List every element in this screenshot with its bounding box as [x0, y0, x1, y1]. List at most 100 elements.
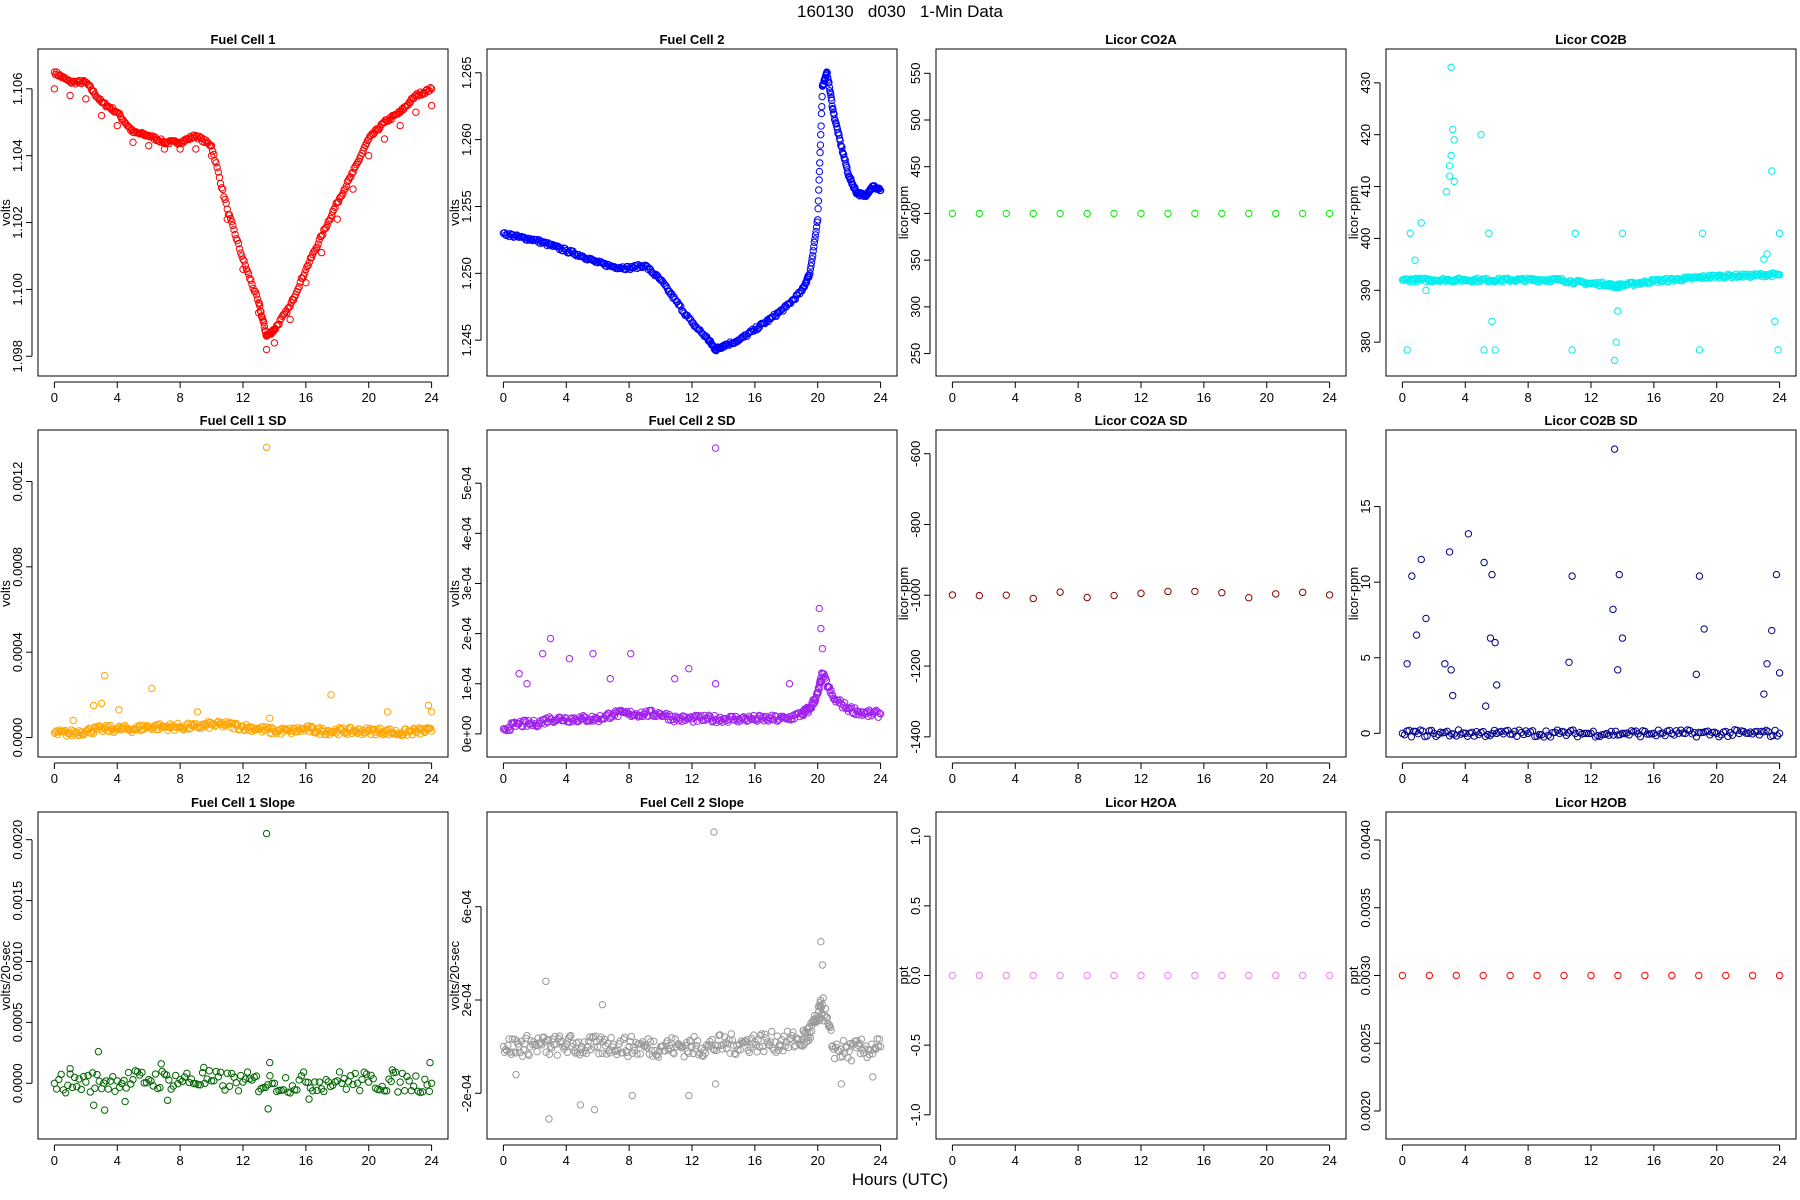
x-tick-label: 16 [1197, 771, 1211, 786]
data-point [503, 1047, 511, 1055]
data-point [1325, 971, 1334, 980]
y-tick-label: 0.0000 [10, 718, 25, 758]
data-point [693, 717, 702, 725]
data-point [1417, 555, 1425, 564]
data-point [327, 691, 335, 699]
y-tick-label: 2e-04 [459, 617, 474, 650]
x-tick-label: 20 [1709, 390, 1723, 405]
data-point [1481, 702, 1490, 710]
series-1 [499, 68, 885, 355]
data-point [1533, 971, 1541, 980]
y-tick-label: 1.260 [459, 123, 474, 156]
data-point [93, 1070, 101, 1079]
data-point [288, 1082, 297, 1090]
x-tick-label: 16 [1647, 390, 1661, 405]
y-tick-label: 0.0005 [10, 1003, 25, 1043]
panel-9: Fuel Cell 1 Slope 0 4 8 12 16 20 24 0.0000 0.0005… [0, 795, 449, 1168]
data-point [56, 726, 64, 734]
data-point [162, 1071, 171, 1079]
data-point [754, 1035, 762, 1044]
data-point [263, 1081, 272, 1089]
data-point [1245, 971, 1253, 980]
data-point [1218, 209, 1226, 218]
data-point [716, 1031, 724, 1039]
x-tick-label: 12 [685, 771, 699, 786]
x-tick-label: 20 [361, 1153, 375, 1168]
data-point [814, 197, 823, 205]
data-point [214, 168, 223, 176]
data-point [142, 1078, 151, 1087]
data-point [158, 138, 166, 147]
y-axis-label: ppt [1346, 966, 1361, 984]
x-tick-label: 24 [1772, 390, 1786, 405]
data-point [829, 105, 837, 114]
data-point [1763, 250, 1771, 258]
data-point [378, 1082, 386, 1091]
x-tick-label: 8 [177, 1153, 184, 1168]
data-point [270, 1079, 279, 1087]
data-point [865, 1050, 874, 1059]
data-point [660, 279, 668, 288]
data-point [1447, 63, 1455, 71]
x-tick-label: 24 [873, 390, 887, 405]
data-point [700, 711, 709, 720]
data-point [811, 231, 820, 239]
data-point [331, 203, 339, 212]
x-tick-label: 8 [177, 390, 184, 405]
data-point [808, 252, 817, 260]
data-point [1692, 670, 1701, 679]
data-point [776, 712, 785, 721]
data-point [784, 1043, 793, 1052]
data-point [107, 106, 116, 114]
data-point [1415, 274, 1423, 282]
series-1 [1398, 971, 1784, 980]
data-point [627, 1032, 636, 1041]
data-point [243, 1068, 252, 1076]
data-point [1546, 733, 1555, 741]
data-point [186, 724, 194, 733]
y-tick-label: -600 [908, 441, 923, 467]
data-point [412, 1072, 420, 1080]
data-point [754, 324, 762, 333]
data-point [424, 701, 433, 710]
data-point [50, 85, 59, 93]
data-point [196, 1081, 205, 1089]
panel-11: Licor H2OA 0 4 8 12 16 20 24 -1.0 -0.5 0.0 0.5 1.0 pp… [896, 795, 1347, 1168]
series-1 [1398, 269, 1784, 292]
data-point [525, 1051, 533, 1059]
panel-6: Fuel Cell 2 SD 0 4 8 12 16 20 24 0e+00 1e-04 2e-04… [447, 413, 898, 786]
data-point [779, 1047, 787, 1055]
data-point [376, 724, 384, 732]
y-tick-label: 400 [908, 203, 923, 225]
data-point [187, 1075, 196, 1083]
data-point [426, 1058, 434, 1067]
data-point [1491, 346, 1499, 354]
data-point [89, 701, 98, 710]
x-tick-label: 4 [1462, 771, 1469, 786]
y-tick-label: 0.0012 [10, 462, 25, 502]
data-point [304, 261, 312, 270]
y-tick-label: 0.5 [908, 897, 923, 915]
data-point [1610, 356, 1619, 365]
data-point [685, 665, 693, 673]
series-1 [948, 209, 1334, 218]
x-tick-label: 12 [1584, 771, 1598, 786]
data-point [396, 121, 404, 130]
data-point [528, 721, 537, 730]
data-point [582, 1049, 591, 1058]
x-tick-label: 12 [1584, 390, 1598, 405]
data-point [82, 95, 90, 103]
data-point [837, 700, 846, 708]
data-point [1772, 570, 1781, 579]
data-point [1464, 530, 1473, 538]
data-point [1479, 971, 1487, 980]
data-point [425, 1087, 434, 1096]
data-point [77, 1085, 86, 1094]
data-point [810, 238, 819, 246]
data-point [685, 1091, 693, 1100]
x-axis-label: Hours (UTC) [851, 1170, 949, 1189]
data-point [1775, 229, 1784, 237]
y-tick-label: 0.0025 [1358, 1023, 1373, 1063]
data-point [1659, 729, 1667, 737]
